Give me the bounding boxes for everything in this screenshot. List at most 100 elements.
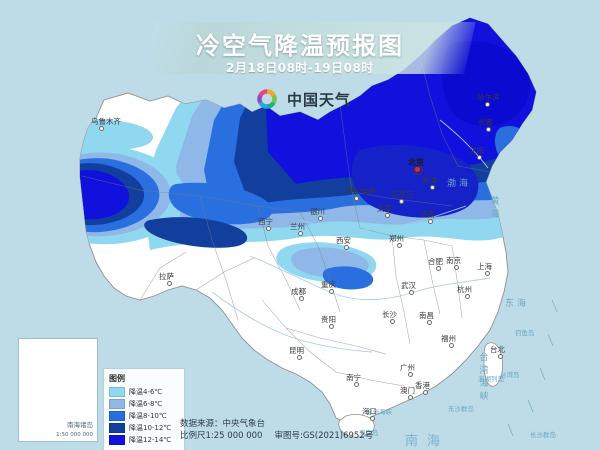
- city-label: 台北: [490, 345, 505, 354]
- city-label: 天津: [422, 176, 437, 185]
- city-marker-icon: [297, 230, 303, 236]
- footer-map-number: 审图号:GS(2021)6952号: [274, 431, 374, 442]
- city-marker-icon: [464, 293, 470, 299]
- sea-label: 渤海: [447, 179, 472, 189]
- city-label: 澳门: [400, 386, 415, 395]
- city-label: 沈阳: [469, 146, 484, 155]
- city-marker-icon: [343, 244, 349, 250]
- city-label: 兰州: [290, 222, 305, 231]
- city-marker-icon: [353, 195, 359, 201]
- city-label: 长沙: [382, 310, 397, 319]
- sea-boundary-ticks: [507, 299, 558, 437]
- city-label: 长春: [478, 118, 493, 127]
- legend-label: 降温4-6℃: [129, 388, 163, 396]
- city-label: 西安: [336, 236, 351, 245]
- capital-marker-icon: [414, 166, 423, 175]
- city-label: 拉萨: [159, 272, 174, 281]
- city-marker-icon: [476, 154, 482, 160]
- city-marker-icon: [296, 354, 302, 360]
- city-marker-icon: [407, 371, 413, 377]
- city-label: 西宁: [258, 217, 273, 226]
- city-label: 南宁: [346, 373, 361, 382]
- legend-title: 图例: [109, 374, 125, 383]
- city-label: 昆明: [289, 346, 304, 355]
- city-marker-icon: [427, 218, 433, 224]
- band-xj-tail: [168, 182, 273, 225]
- legend-item: 降温12-14℃: [109, 435, 179, 445]
- page-title: 冷空气降温预报图: [196, 32, 404, 60]
- legend-item: 降温8-10℃: [109, 411, 179, 421]
- city-label: 重庆: [321, 280, 336, 289]
- city-marker-icon: [398, 198, 404, 204]
- city-marker-icon: [353, 381, 359, 387]
- city-marker-icon: [384, 212, 390, 218]
- inset-scale: 1:50 000 000: [56, 432, 93, 438]
- legend-panel: 图例 降温4-6℃ 降温6-8℃ 降温8-10℃ 降温10-12℃ 降温12-14℃: [103, 368, 185, 450]
- city-marker-icon: [422, 389, 428, 395]
- footer-source: 数据来源：中央气象台: [180, 419, 266, 429]
- city-label: 乌鲁木齐: [91, 117, 121, 126]
- legend-label: 降温8-10℃: [129, 412, 167, 420]
- city-label: 贵阳: [321, 315, 336, 324]
- china-weather-swirl-icon: [257, 89, 277, 109]
- city-label: 济南: [420, 210, 435, 219]
- city-marker-icon: [484, 270, 490, 276]
- city-label: 南京: [446, 256, 461, 265]
- city-label: 合肥: [428, 257, 443, 266]
- city-marker-icon: [435, 265, 441, 271]
- band-ne-core-2: [351, 145, 479, 218]
- city-marker-icon: [426, 319, 432, 325]
- city-label: 香港: [415, 381, 430, 390]
- band-xj-north: [80, 119, 153, 152]
- sea-label: 黄海: [488, 196, 499, 222]
- city-marker-icon: [328, 288, 334, 294]
- legend-swatch: [109, 411, 125, 421]
- city-marker-icon: [453, 264, 459, 270]
- island-label: 长沙群岛: [530, 431, 556, 439]
- legend-label: 降温10-12℃: [129, 424, 172, 432]
- island-label: 钓鱼岛: [515, 329, 535, 337]
- city-label: 呼和浩特: [346, 187, 376, 196]
- band-xj-tail-2: [144, 217, 248, 248]
- city-label: 北京: [408, 158, 424, 167]
- city-marker-icon: [328, 323, 334, 329]
- city-label: 郑州: [389, 234, 404, 243]
- legend-swatch: [109, 399, 125, 409]
- island-label: 琼州海峡: [366, 408, 392, 416]
- city-marker-icon: [396, 242, 402, 248]
- city-marker-icon: [408, 289, 414, 295]
- city-marker-icon: [166, 280, 172, 286]
- city-marker-icon: [317, 215, 323, 221]
- hainan-island: [338, 414, 375, 438]
- city-label: 海口: [362, 407, 377, 416]
- city-label: 武汉: [401, 281, 416, 290]
- footer-scale: 比例尺1:25 000 000: [180, 431, 263, 442]
- sea-label: 台湾海峡: [477, 352, 488, 404]
- city-label: 成都: [291, 287, 306, 296]
- city-marker-icon: [485, 126, 491, 132]
- brand-logo: 中国天气: [254, 86, 351, 112]
- island-label: 澎湖列岛: [478, 375, 504, 383]
- legend-item: 降温4-6℃: [109, 387, 179, 397]
- city-label: 银川: [310, 207, 325, 216]
- legend-label: 降温12-14℃: [129, 436, 172, 444]
- city-label: 广州: [400, 363, 415, 372]
- legend-swatch: [109, 435, 125, 445]
- band-xj-12-14: [80, 170, 130, 220]
- city-label: 上海: [477, 262, 492, 271]
- city-label: 福州: [441, 334, 456, 343]
- rivers: [211, 119, 491, 353]
- legend-label: 降温6-8℃: [129, 400, 163, 408]
- band-sichuan-pocket: [322, 266, 374, 290]
- city-marker-icon: [98, 125, 104, 131]
- south-china-sea-inset: 南海诸岛 1:50 000 000: [18, 338, 98, 442]
- island-label: 海南岛: [359, 429, 379, 437]
- island-label: 东沙群岛: [448, 405, 474, 413]
- city-marker-icon: [484, 101, 490, 107]
- city-marker-icon: [265, 225, 271, 231]
- city-marker-icon: [389, 318, 395, 324]
- city-marker-icon: [407, 394, 413, 400]
- forecast-period: 2月18日08时-19日08时: [226, 61, 374, 75]
- city-marker-icon: [497, 353, 503, 359]
- city-marker-icon: [369, 415, 375, 421]
